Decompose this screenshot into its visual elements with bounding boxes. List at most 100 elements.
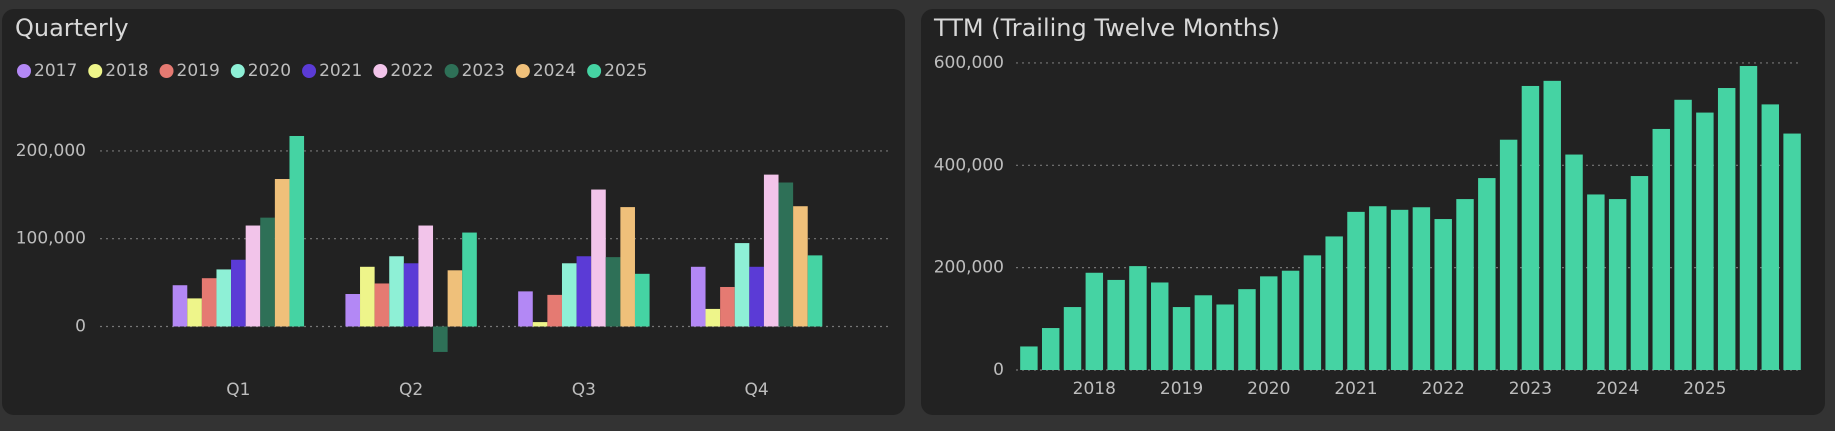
bar — [1107, 279, 1125, 370]
legend-label: 2023 — [462, 61, 505, 81]
legend-swatch — [230, 64, 245, 78]
bar — [1303, 255, 1322, 370]
bar — [1041, 328, 1060, 370]
bar — [403, 263, 419, 327]
bar — [462, 232, 477, 327]
bar — [1739, 66, 1758, 370]
bar — [1347, 211, 1365, 370]
y-tick-label: 100,000 — [16, 229, 86, 249]
bar — [1238, 289, 1256, 370]
x-tick-label: Q3 — [572, 380, 596, 400]
bar — [1783, 133, 1801, 370]
x-tick-label: 2021 — [1334, 379, 1377, 399]
legend-swatch — [444, 64, 459, 78]
bar — [1390, 209, 1409, 370]
bar — [1674, 99, 1692, 370]
x-tick-label: 2023 — [1509, 379, 1552, 399]
y-tick-label: 0 — [75, 316, 86, 336]
x-tick-label: 2020 — [1247, 379, 1290, 399]
y-tick-label: 0 — [993, 360, 1004, 380]
bar — [734, 243, 750, 327]
bar — [433, 326, 448, 352]
bar — [374, 283, 390, 327]
bar — [532, 322, 548, 327]
bar — [389, 256, 404, 327]
x-tick-label: 2025 — [1683, 379, 1726, 399]
legend-swatch — [302, 64, 317, 78]
x-tick-label: Q2 — [399, 380, 423, 400]
bar — [720, 286, 735, 327]
bar — [274, 179, 290, 327]
legend-label: 2018 — [105, 61, 148, 81]
x-tick-label: Q4 — [745, 380, 769, 400]
bar — [1565, 154, 1583, 370]
bar — [778, 182, 794, 327]
bar — [1696, 112, 1714, 371]
bar — [360, 266, 375, 327]
bar — [1412, 207, 1431, 370]
bar — [605, 257, 621, 327]
bar — [201, 278, 217, 327]
bar — [1129, 266, 1147, 370]
x-tick-label: 2022 — [1422, 379, 1465, 399]
y-tick-label: 400,000 — [934, 155, 1004, 175]
bar — [187, 298, 202, 327]
bar — [807, 255, 823, 327]
bar — [763, 174, 779, 327]
bar — [1434, 219, 1452, 370]
bar — [1456, 199, 1474, 370]
bar — [1063, 307, 1082, 370]
bar — [591, 189, 606, 327]
bar — [1478, 178, 1496, 370]
bar — [620, 207, 635, 327]
y-tick-label: 600,000 — [934, 53, 1004, 73]
bar — [690, 266, 706, 327]
bar — [1151, 282, 1169, 370]
bar — [793, 206, 808, 327]
bar — [634, 273, 650, 327]
legend-label: 2022 — [390, 61, 433, 81]
bar — [561, 263, 577, 327]
bar — [547, 294, 562, 327]
bar — [260, 217, 275, 327]
bar — [576, 256, 592, 327]
y-tick-label: 200,000 — [934, 258, 1004, 278]
bar — [1260, 276, 1278, 370]
bar — [172, 285, 188, 327]
chart-title: Quarterly — [15, 14, 129, 42]
bar — [1216, 304, 1234, 370]
bar — [1085, 272, 1104, 370]
bar — [1172, 307, 1191, 370]
legend-swatch — [587, 64, 602, 78]
legend-swatch — [17, 64, 31, 78]
bar — [1020, 346, 1038, 370]
y-tick-label: 200,000 — [16, 141, 86, 161]
legend-label: 2019 — [177, 61, 220, 81]
bar — [705, 308, 721, 327]
bar — [1587, 194, 1605, 370]
legend-swatch — [373, 64, 388, 78]
bar — [749, 266, 764, 327]
bar — [1717, 88, 1736, 370]
bar — [1761, 104, 1780, 370]
bar — [1543, 80, 1561, 370]
bar — [1281, 270, 1300, 370]
bar — [1325, 236, 1343, 370]
legend-label: 2020 — [248, 61, 291, 81]
legend-swatch — [88, 64, 103, 78]
bar — [1521, 85, 1540, 370]
legend-swatch — [515, 64, 530, 78]
bar — [231, 259, 246, 327]
chart-title: TTM (Trailing Twelve Months) — [933, 14, 1280, 42]
legend-label: 2025 — [604, 61, 647, 81]
bar — [1369, 206, 1387, 370]
bar — [245, 225, 261, 327]
bar — [447, 270, 463, 327]
bar — [518, 291, 533, 327]
bar — [1194, 295, 1213, 370]
x-tick-label: 2024 — [1596, 379, 1639, 399]
x-tick-label: 2018 — [1073, 379, 1116, 399]
bar — [216, 269, 232, 327]
